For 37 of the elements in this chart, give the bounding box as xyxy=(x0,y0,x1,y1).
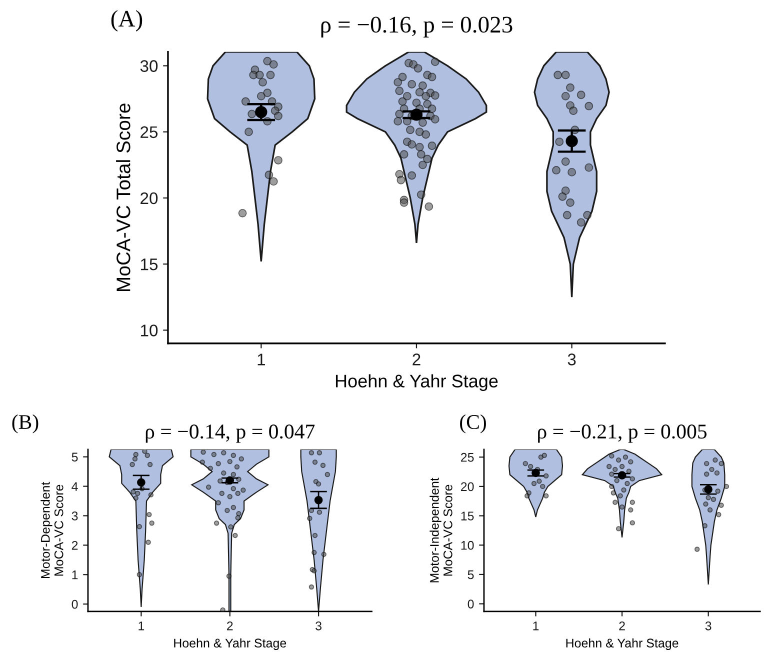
x-axis-title: Hoehn & Yahr Stage xyxy=(336,374,498,392)
y-axis-title: Motor-Dependent MoCA-VC Score xyxy=(40,482,64,578)
y-tick-label: 25 xyxy=(140,126,158,138)
y-tick-label: 25 xyxy=(460,452,474,462)
y-tick-label: 10 xyxy=(461,540,474,550)
y-tick-label: 20 xyxy=(140,192,158,204)
x-axis-title: Hoehn & Yahr Stage xyxy=(566,638,678,650)
x-axis-title: Hoehn & Yahr Stage xyxy=(174,638,286,650)
x-tick-label: 1 xyxy=(258,354,265,366)
x-tick-label: 2 xyxy=(412,354,420,366)
y-axis-title: Motor-Independent MoCA-VC Score xyxy=(430,478,452,582)
y-tick-label: 2 xyxy=(72,540,78,550)
chart-title: ρ = −0.21, p = 0.005 xyxy=(538,424,707,443)
y-tick-label: 10 xyxy=(140,324,158,336)
x-tick-label: 1 xyxy=(533,622,539,630)
y-tick-label: 15 xyxy=(140,258,158,270)
y-axis-title: MoCA-VC Total Score xyxy=(116,104,130,291)
x-tick-label: 3 xyxy=(316,621,322,630)
y-tick-label: 3 xyxy=(72,512,78,520)
y-tick-label: 1 xyxy=(72,570,78,580)
y-tick-label: 0 xyxy=(72,600,78,609)
text: (C) xyxy=(460,414,486,434)
x-tick-label: 2 xyxy=(227,621,233,630)
text: (A) xyxy=(111,10,142,32)
y-tick-label: 30 xyxy=(140,60,158,72)
x-tick-label: 3 xyxy=(568,354,576,366)
x-tick-label: 2 xyxy=(619,621,625,630)
chart-title: ρ = −0.16, p = 0.023 xyxy=(321,16,512,38)
y-tick-label: 0 xyxy=(468,600,474,608)
text: (B) xyxy=(12,414,38,434)
x-tick-label: 3 xyxy=(705,621,712,630)
y-tick-label: 5 xyxy=(468,570,474,580)
y-tick-label: 4 xyxy=(72,482,78,491)
y-tick-label: 5 xyxy=(72,452,78,462)
chart-title: ρ = −0.14, p = 0.047 xyxy=(146,424,315,443)
y-tick-label: 15 xyxy=(461,512,474,520)
y-tick-label: 20 xyxy=(460,482,474,492)
